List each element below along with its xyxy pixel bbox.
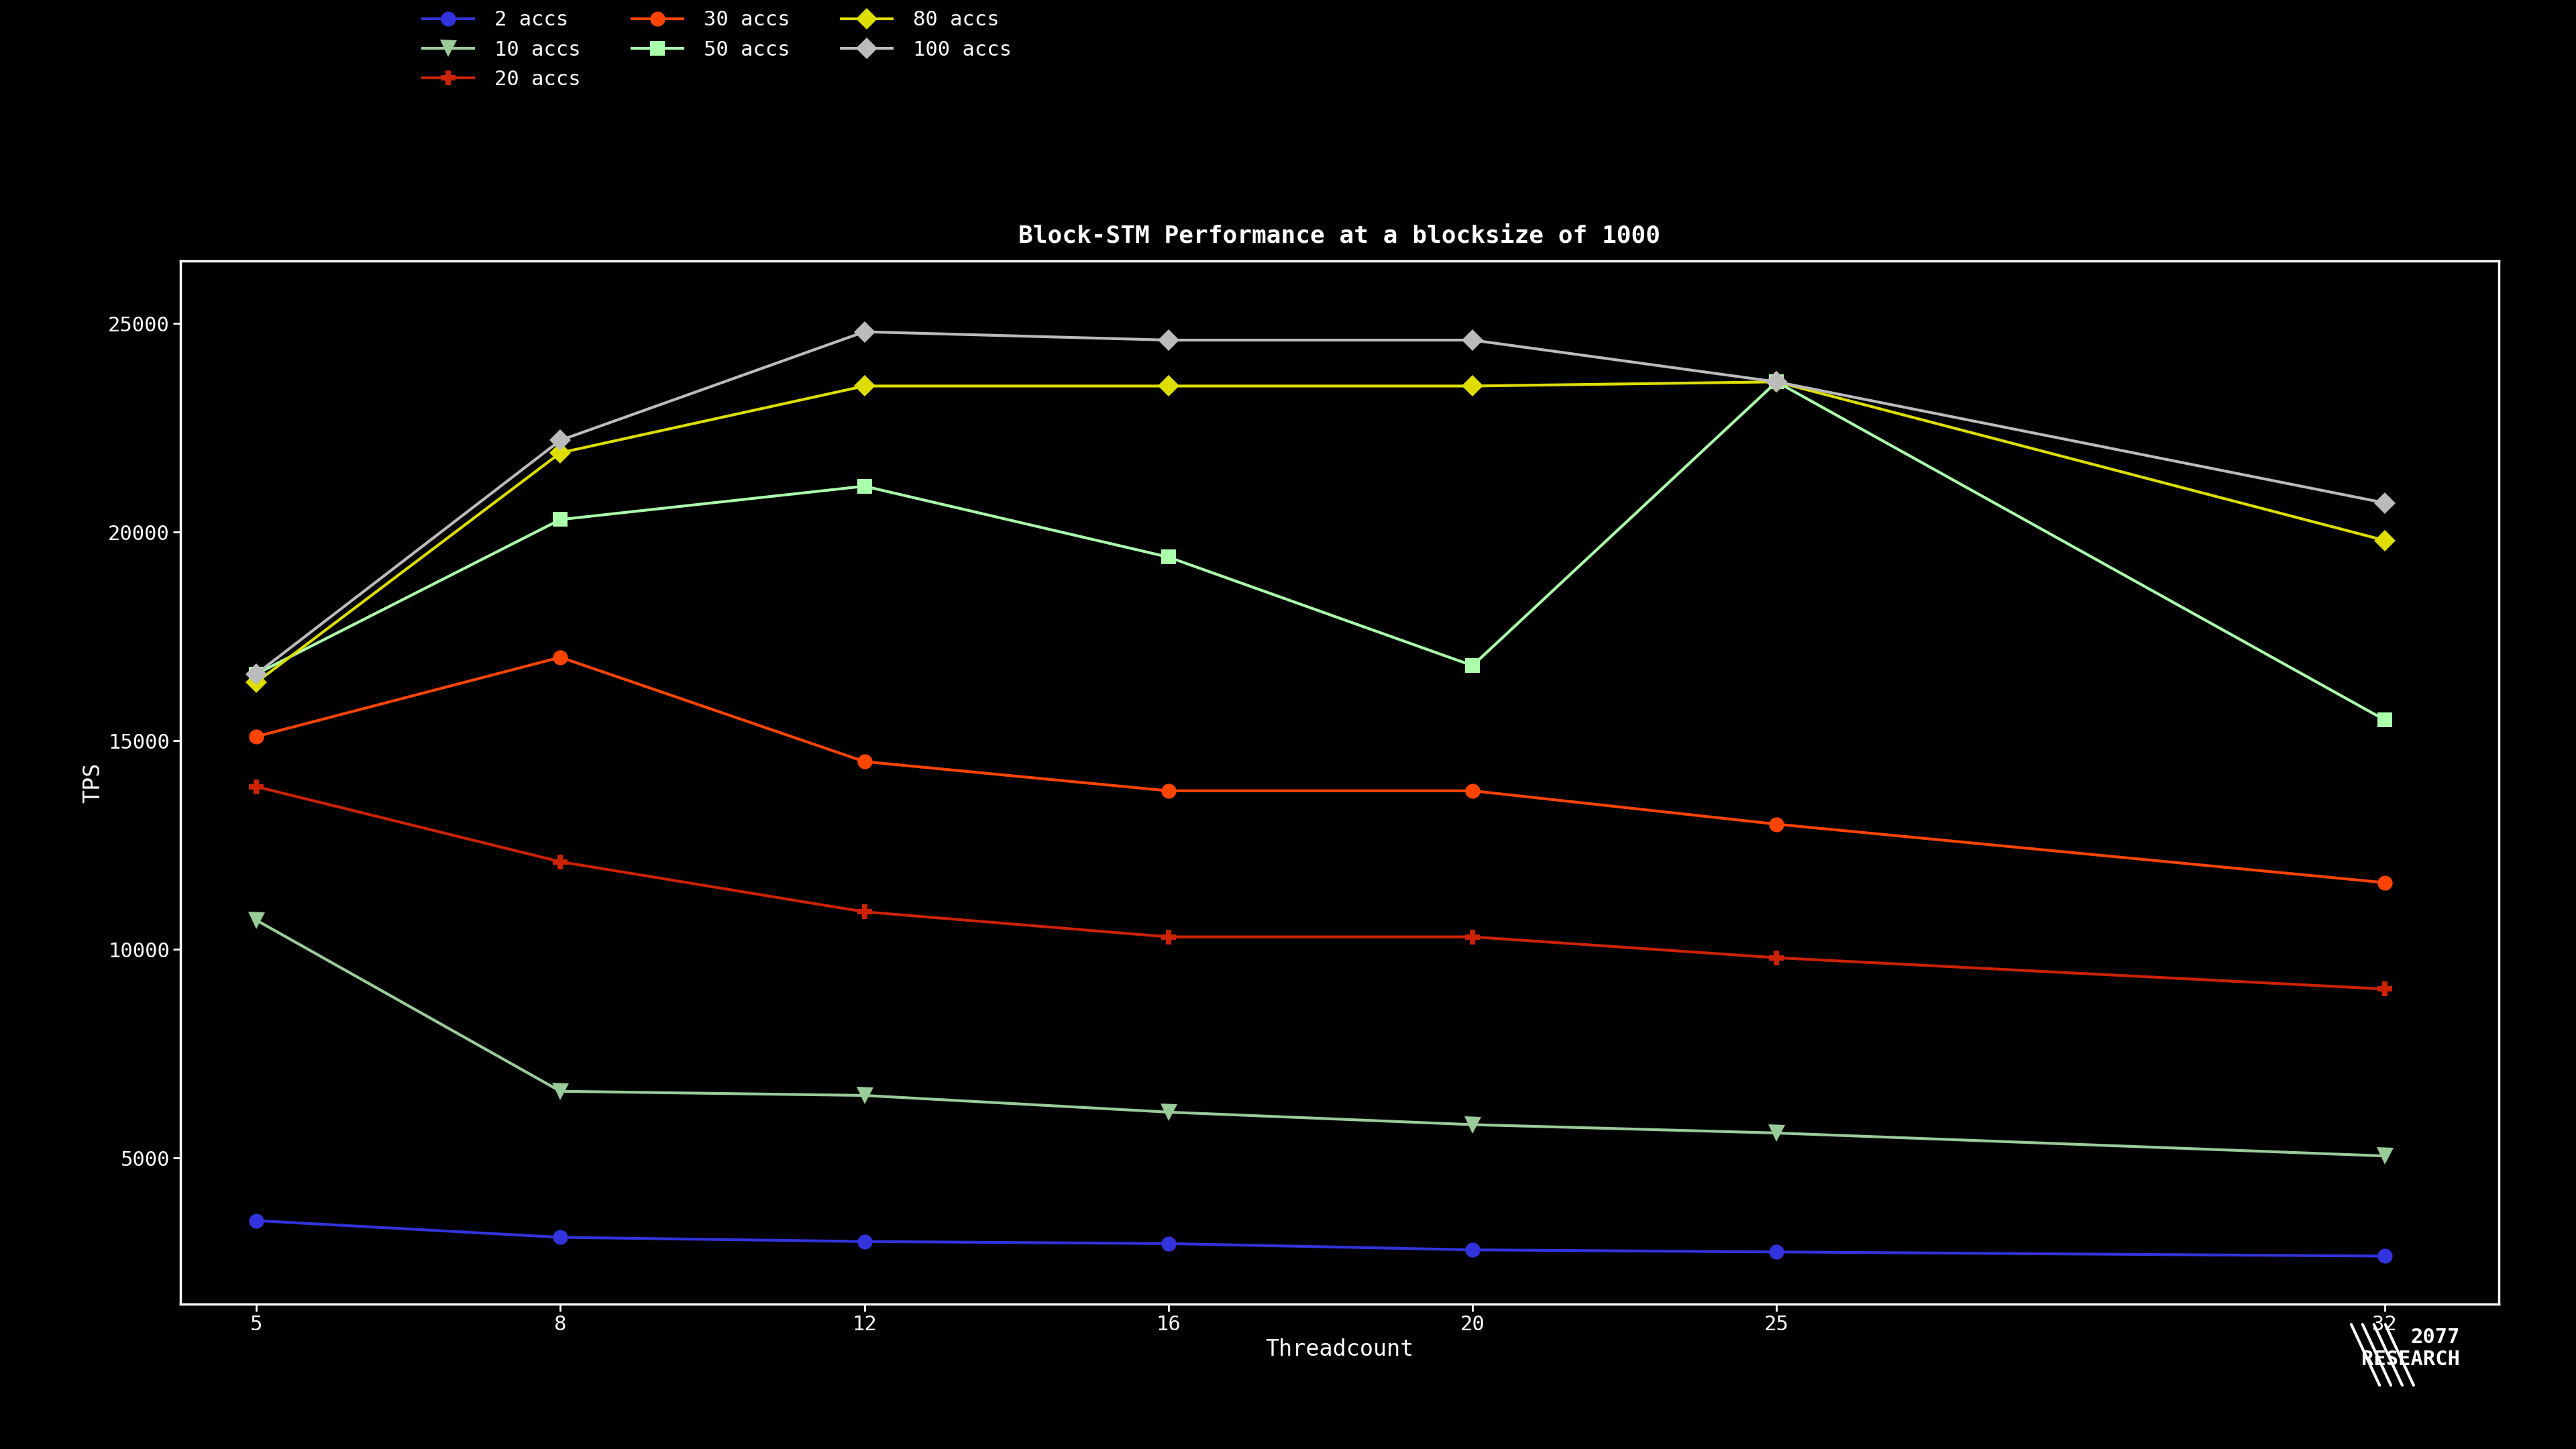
30 accs: [1762, 816, 1793, 833]
2 accs: [1458, 1242, 1489, 1259]
80 accs: [850, 377, 881, 394]
50 accs: [242, 665, 273, 682]
2 accs: [242, 1211, 273, 1229]
100 accs: [1458, 332, 1489, 349]
2 accs: [2370, 1248, 2401, 1265]
20 accs: [850, 903, 881, 920]
80 accs: [546, 443, 577, 461]
Line: 30 accs: 30 accs: [250, 649, 2393, 890]
30 accs: [1154, 782, 1185, 800]
50 accs: [1458, 656, 1489, 674]
80 accs: [1154, 377, 1185, 394]
10 accs: [546, 1082, 577, 1100]
2 accs: [850, 1233, 881, 1250]
20 accs: [1458, 929, 1489, 946]
10 accs: [1154, 1104, 1185, 1122]
30 accs: [242, 727, 273, 745]
10 accs: [1458, 1116, 1489, 1133]
10 accs: [1762, 1124, 1793, 1142]
2 accs: [1154, 1235, 1185, 1252]
20 accs: [1154, 929, 1185, 946]
100 accs: [1154, 332, 1185, 349]
100 accs: [546, 432, 577, 449]
Y-axis label: TPS: TPS: [82, 762, 103, 803]
80 accs: [1762, 374, 1793, 391]
Line: 50 accs: 50 accs: [250, 374, 2393, 727]
Line: 100 accs: 100 accs: [250, 325, 2393, 681]
Text: 2077
RESEARCH: 2077 RESEARCH: [2362, 1327, 2460, 1369]
30 accs: [2370, 874, 2401, 891]
Line: 10 accs: 10 accs: [247, 911, 2393, 1165]
100 accs: [2370, 494, 2401, 511]
30 accs: [1458, 782, 1489, 800]
100 accs: [242, 665, 273, 682]
80 accs: [2370, 532, 2401, 549]
50 accs: [850, 478, 881, 496]
10 accs: [2370, 1148, 2401, 1165]
80 accs: [242, 674, 273, 691]
Line: 20 accs: 20 accs: [250, 780, 2393, 997]
10 accs: [850, 1087, 881, 1104]
50 accs: [1154, 548, 1185, 565]
10 accs: [242, 911, 273, 929]
20 accs: [2370, 981, 2401, 998]
20 accs: [242, 778, 273, 796]
Legend: 2 accs, 10 accs, 20 accs, 30 accs, 50 accs, 80 accs, 100 accs: 2 accs, 10 accs, 20 accs, 30 accs, 50 ac…: [422, 10, 1012, 88]
20 accs: [546, 853, 577, 871]
100 accs: [850, 323, 881, 341]
Title: Block-STM Performance at a blocksize of 1000: Block-STM Performance at a blocksize of …: [1018, 225, 1662, 246]
2 accs: [546, 1229, 577, 1246]
Line: 2 accs: 2 accs: [250, 1213, 2393, 1264]
2 accs: [1762, 1243, 1793, 1261]
Line: 80 accs: 80 accs: [250, 374, 2393, 690]
80 accs: [1458, 377, 1489, 394]
20 accs: [1762, 949, 1793, 966]
50 accs: [1762, 374, 1793, 391]
30 accs: [546, 649, 577, 667]
50 accs: [2370, 711, 2401, 729]
100 accs: [1762, 374, 1793, 391]
50 accs: [546, 511, 577, 529]
X-axis label: Threadcount: Threadcount: [1265, 1337, 1414, 1361]
30 accs: [850, 753, 881, 771]
